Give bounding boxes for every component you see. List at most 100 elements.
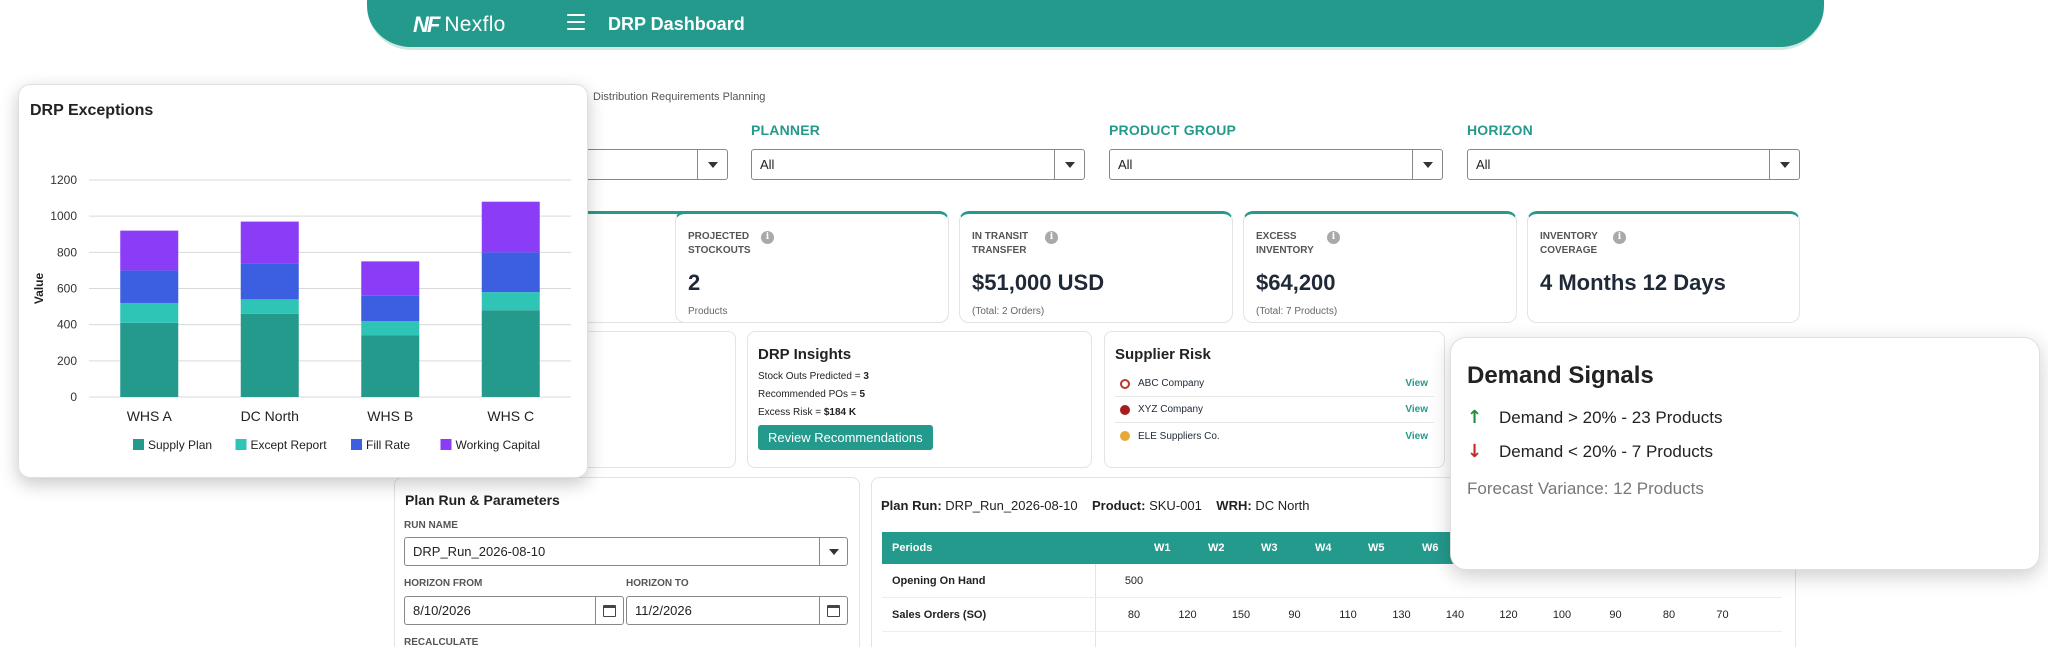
bar-segment — [240, 313, 299, 397]
bar-segment — [361, 321, 420, 336]
planner-select[interactable]: All — [751, 149, 1085, 180]
drp-exceptions-chart: 0 200 400 600 800 1000 1200 Value WHS A DC North W… — [32, 173, 571, 452]
horizon-from-value: 8/10/2026 — [413, 603, 471, 618]
first-filter-select[interactable] — [560, 149, 728, 180]
legend-label: Supply Plan — [148, 438, 212, 452]
week-header: W6 — [1422, 542, 1439, 554]
horizon-to-value: 11/2/2026 — [635, 603, 692, 618]
kpi-subtext: (Total: 7 Products) — [1256, 306, 1338, 317]
bar-segment — [120, 302, 179, 323]
row-label: Opening On Hand — [892, 575, 986, 587]
plan-grid-header: Plan Run: DRP_Run_2026-08-10 Product: SK… — [881, 498, 1310, 513]
risk-status-icon — [1120, 431, 1130, 441]
table-cell: 500 — [1124, 575, 1144, 587]
kpi-title: INVENTORY COVERAGE — [1540, 231, 1598, 256]
brand-name: Nexflo — [444, 13, 506, 36]
chevron-down-icon[interactable] — [1769, 150, 1799, 179]
kpi-card-inventory-coverage: INVENTORY COVERAGE i 4 Months 12 Days — [1527, 211, 1800, 323]
risk-status-icon — [1120, 404, 1130, 415]
run-name-value: DRP_Run_2026-08-10 — [413, 544, 546, 559]
y-tick-label: 800 — [57, 245, 77, 259]
row-label: Sales Orders (SO) — [892, 609, 987, 621]
table-cell: 120 — [1499, 609, 1518, 621]
chevron-down-icon[interactable] — [1412, 150, 1442, 179]
brand-logo[interactable]: NF Nexflo — [413, 12, 506, 38]
view-link[interactable]: View — [1405, 430, 1428, 442]
demand-signals-card: Demand Signals ↑ Demand > 20% - 23 Produ… — [1450, 337, 2040, 570]
kpi-card-in-transit: IN TRANSIT TRANSFER i $51,000 USD (Total… — [959, 211, 1233, 323]
legend-swatch — [133, 439, 144, 450]
x-tick-label: WHS C — [487, 408, 534, 424]
supplier-name: ABC Company — [1138, 378, 1205, 389]
chevron-down-icon[interactable] — [819, 538, 847, 565]
periods-label: Periods — [892, 542, 933, 554]
supplier-row: XYZ Company View — [1115, 397, 1434, 423]
product-group-select[interactable]: All — [1109, 149, 1443, 180]
info-icon[interactable]: i — [761, 231, 774, 244]
risk-status-icon — [1120, 378, 1130, 389]
x-tick-label: WHS B — [367, 408, 413, 424]
supplier-risk-list: ABC Company View XYZ Company View ELE Su… — [1115, 371, 1434, 449]
filter-label-horizon: HORIZON — [1467, 122, 1533, 138]
week-header: W3 — [1261, 542, 1278, 554]
kpi-card-projected-stockouts: PROJECTED STOCKOUTS i 2 Products — [675, 211, 949, 323]
arrow-down-icon: ↓ — [1467, 441, 1483, 462]
table-cell: 70 — [1716, 609, 1729, 621]
run-name-select[interactable]: DRP_Run_2026-08-10 — [404, 537, 848, 566]
run-name-label: RUN NAME — [404, 520, 458, 531]
kpi-card-excess-inventory: EXCESS INVENTORY i $64,200 (Total: 7 Pro… — [1243, 211, 1517, 323]
breadcrumb: Distribution Requirements Planning — [593, 91, 766, 103]
panel-title: Plan Run & Parameters — [405, 492, 560, 508]
kpi-value: $51,000 USD — [972, 270, 1105, 295]
y-tick-label: 1000 — [50, 209, 77, 223]
insight-line: Stock Outs Predicted = 3 — [758, 371, 869, 382]
hamburger-menu-icon[interactable] — [567, 14, 585, 30]
product-group-select-value: All — [1118, 157, 1133, 172]
y-tick-label: 200 — [57, 354, 77, 368]
horizon-to-input[interactable]: 11/2/2026 — [626, 596, 848, 625]
supplier-row: ELE Suppliers Co. View — [1115, 423, 1434, 449]
table-cell: 140 — [1445, 609, 1465, 621]
y-tick-label: 600 — [57, 282, 77, 296]
supplier-risk-panel: Supplier Risk ABC Company View XYZ Compa… — [1104, 331, 1445, 468]
legend-label: Working Capital — [456, 438, 540, 452]
view-link[interactable]: View — [1405, 378, 1428, 389]
arrow-up-icon: ↑ — [1467, 407, 1483, 428]
kpi-title: IN TRANSIT TRANSFER — [972, 231, 1029, 256]
kpi-subtext: (Total: 2 Orders) — [972, 306, 1045, 317]
supplier-row: ABC Company View — [1115, 371, 1434, 397]
bar-segment — [120, 270, 179, 303]
kpi-value: 4 Months 12 Days — [1540, 270, 1726, 295]
table-cell: 110 — [1339, 609, 1357, 621]
horizon-select-value: All — [1476, 157, 1491, 172]
y-tick-label: 1200 — [50, 173, 77, 187]
table-row: Opening On Hand 500 — [882, 564, 1782, 598]
recalculate-label: RECALCULATE — [404, 637, 479, 647]
review-recommendations-button[interactable]: Review Recommendations — [758, 425, 933, 450]
chevron-down-icon[interactable] — [1054, 150, 1084, 179]
logo-mark-icon: NF — [413, 12, 440, 37]
chevron-down-icon[interactable] — [697, 150, 727, 179]
table-cell: 130 — [1392, 609, 1411, 621]
info-icon[interactable]: i — [1045, 231, 1058, 244]
info-icon[interactable]: i — [1327, 231, 1340, 244]
calendar-icon[interactable] — [819, 597, 847, 624]
calendar-icon[interactable] — [595, 597, 623, 624]
horizon-select[interactable]: All — [1467, 149, 1800, 180]
x-tick-label: WHS A — [127, 408, 173, 424]
panel-title: DRP Insights — [758, 346, 852, 363]
view-link[interactable]: View — [1405, 404, 1428, 415]
filter-label-product-group: PRODUCT GROUP — [1109, 122, 1237, 138]
info-icon[interactable]: i — [1613, 231, 1626, 244]
drp-exceptions-card: DRP Exceptions 0 200 400 600 800 1000 1200 Valu… — [18, 84, 588, 478]
insight-line: Recommended POs = 5 — [758, 389, 865, 400]
drp-insights-panel: DRP Insights Stock Outs Predicted = 3 Re… — [747, 331, 1092, 468]
legend-swatch — [440, 439, 452, 450]
table-cell: 80 — [1127, 609, 1141, 621]
bar-segment — [361, 335, 420, 397]
bar-segment — [361, 261, 420, 296]
horizon-from-input[interactable]: 8/10/2026 — [404, 596, 624, 625]
bar-segment — [120, 230, 179, 271]
kpi-title: PROJECTED STOCKOUTS — [688, 231, 751, 256]
table-cell: 80 — [1662, 609, 1676, 621]
